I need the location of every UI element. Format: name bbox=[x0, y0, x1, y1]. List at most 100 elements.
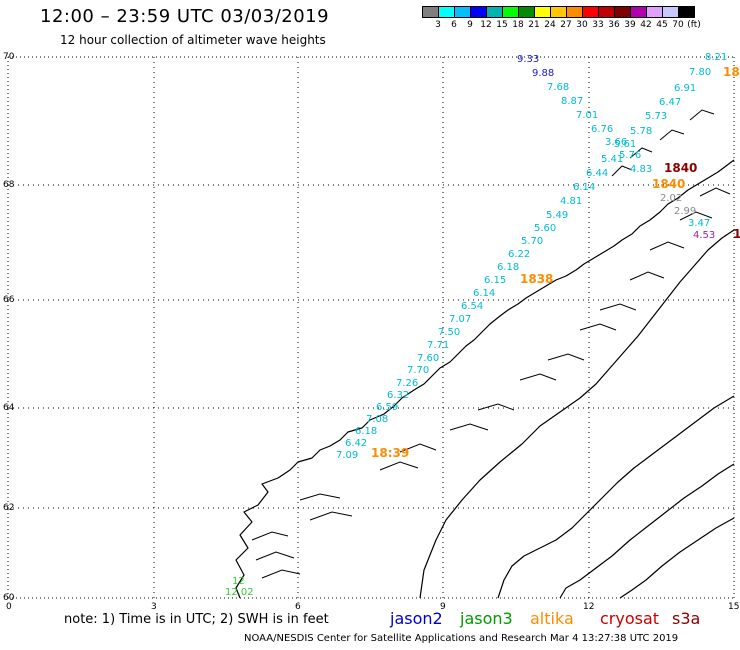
legend-label: 36 bbox=[608, 20, 620, 30]
wave-height-label: 7.68 bbox=[547, 82, 569, 93]
wave-height-label: 1 bbox=[733, 227, 740, 241]
wave-height-label: 7.71 bbox=[427, 340, 449, 351]
legend-label: 9 bbox=[467, 20, 473, 30]
coastline bbox=[235, 159, 735, 599]
wave-height-label: 1840 bbox=[652, 177, 685, 191]
lon-label: 15 bbox=[728, 602, 740, 612]
wave-height-label: 5.49 bbox=[546, 210, 568, 221]
lat-label: 64 bbox=[3, 403, 15, 413]
wave-height-label: 6.14 bbox=[473, 288, 495, 299]
legend-label: 3 bbox=[435, 20, 441, 30]
legend-swatch bbox=[678, 6, 695, 18]
lon-label: 3 bbox=[151, 602, 157, 612]
wave-height-label: 18:39 bbox=[371, 446, 409, 460]
legend-label: 70 bbox=[672, 20, 684, 30]
lon-label: 12 bbox=[583, 602, 595, 612]
lat-label: 66 bbox=[3, 295, 15, 305]
lat-label: 62 bbox=[3, 503, 15, 513]
wave-height-label: 4.53 bbox=[693, 230, 715, 241]
legend-labels: 3 6 9 12 15 18 21 24 27 30 33 36 39 42 45 70 (ft) bbox=[422, 20, 701, 34]
wave-height-label: 5.61 bbox=[614, 139, 636, 150]
wave-height-label: 7.01 bbox=[576, 110, 598, 121]
wave-height-label: 2.02 bbox=[660, 193, 682, 204]
wave-height-label: 3.66 bbox=[605, 137, 627, 148]
wave-height-label: 5.41 bbox=[601, 154, 623, 165]
wave-height-label: 8.87 bbox=[561, 96, 583, 107]
wave-height-label: 7.60 bbox=[417, 353, 439, 364]
fjords-and-islands bbox=[251, 109, 731, 579]
wave-height-label: 7.09 bbox=[336, 450, 358, 461]
wave-height-legend: 3 6 9 12 15 18 21 24 27 30 33 36 39 42 45 70 (ft) bbox=[422, 6, 701, 34]
wave-height-label: 5.78 bbox=[630, 126, 652, 137]
wave-height-label: 7.70 bbox=[407, 365, 429, 376]
legend-label: 45 bbox=[656, 20, 668, 30]
wave-height-label: 7.50 bbox=[438, 327, 460, 338]
wave-height-label: 8.21 bbox=[705, 52, 727, 63]
legend-label: 27 bbox=[560, 20, 572, 30]
lon-label: 9 bbox=[440, 602, 446, 612]
wave-height-label: 12.02 bbox=[225, 587, 254, 598]
wave-height-label: 6.76 bbox=[591, 124, 613, 135]
map-title: 12:00 – 23:59 UTC 03/03/2019 bbox=[40, 6, 330, 27]
wave-height-label: 9.88 bbox=[532, 68, 554, 79]
wave-height-label: 12 bbox=[232, 576, 245, 587]
wave-height-label: 2.99 bbox=[674, 206, 696, 217]
wave-height-label: 6.42 bbox=[345, 438, 367, 449]
wave-height-label: 6.32 bbox=[387, 390, 409, 401]
wave-height-label: 6.18 bbox=[355, 426, 377, 437]
legend-label: 33 bbox=[592, 20, 604, 30]
satellite-cryosat: cryosat bbox=[600, 609, 660, 628]
legend-label: 24 bbox=[544, 20, 556, 30]
legend-label: (ft) bbox=[687, 20, 701, 30]
wave-height-label: 6.14 bbox=[573, 182, 595, 193]
map-subtitle: 12 hour collection of altimeter wave hei… bbox=[60, 33, 326, 47]
wave-height-label: 6.59 bbox=[376, 402, 398, 413]
wave-height-label: 5.60 bbox=[534, 223, 556, 234]
wave-height-label: 6.91 bbox=[674, 83, 696, 94]
wave-height-label: 6.47 bbox=[659, 97, 681, 108]
wave-height-label: 6.15 bbox=[484, 275, 506, 286]
wave-height-label: 3.47 bbox=[688, 218, 710, 229]
credit-line: NOAA/NESDIS Center for Satellite Applica… bbox=[244, 633, 679, 644]
legend-label: 18 bbox=[512, 20, 524, 30]
wave-height-label: 5.76 bbox=[619, 150, 641, 161]
wave-height-label: 1838 bbox=[520, 272, 553, 286]
legend-label: 39 bbox=[624, 20, 636, 30]
wave-height-label: 7.80 bbox=[689, 67, 711, 78]
wave-height-label: 7.26 bbox=[396, 378, 418, 389]
wave-height-label: 9.33 bbox=[517, 54, 539, 65]
legend-color-bar bbox=[422, 6, 695, 18]
wave-height-label: 6.22 bbox=[508, 249, 530, 260]
satellite-altika: altika bbox=[530, 609, 574, 628]
satellite-jason3: jason3 bbox=[460, 609, 513, 628]
legend-label: 15 bbox=[496, 20, 508, 30]
wave-observations: 8.21 7.80 18 9.33 9.88 7.68 8.87 7.01 6.76 6.91 6.… bbox=[225, 52, 740, 598]
legend-label: 42 bbox=[640, 20, 652, 30]
legend-label: 30 bbox=[576, 20, 588, 30]
lat-label: 60 bbox=[3, 593, 15, 603]
wave-height-label: 4.83 bbox=[630, 164, 652, 175]
wave-height-label: 5.73 bbox=[645, 111, 667, 122]
wave-height-label: 1840 bbox=[664, 161, 697, 175]
wave-height-label: 7.07 bbox=[449, 314, 471, 325]
map-frame bbox=[7, 56, 735, 599]
wave-height-label: 4.81 bbox=[560, 196, 582, 207]
legend-label: 21 bbox=[528, 20, 540, 30]
wave-height-label: 6.54 bbox=[461, 301, 483, 312]
lat-label: 70 bbox=[3, 52, 15, 62]
lat-label: 68 bbox=[3, 180, 15, 190]
lon-label: 0 bbox=[6, 602, 12, 612]
wave-height-label: 6.18 bbox=[497, 262, 519, 273]
footnote: note: 1) Time is in UTC; 2) SWH is in fe… bbox=[64, 612, 329, 627]
satellite-jason2: jason2 bbox=[390, 609, 443, 628]
legend-label: 6 bbox=[451, 20, 457, 30]
satellite-s3a: s3a bbox=[672, 609, 701, 628]
graticule bbox=[8, 57, 734, 598]
wave-height-label: 5.70 bbox=[521, 236, 543, 247]
lon-label: 6 bbox=[295, 602, 301, 612]
wave-height-label: 18 bbox=[723, 65, 740, 79]
wave-height-label: 7.08 bbox=[366, 414, 388, 425]
legend-label: 12 bbox=[480, 20, 492, 30]
wave-height-label: 6.44 bbox=[586, 168, 608, 179]
